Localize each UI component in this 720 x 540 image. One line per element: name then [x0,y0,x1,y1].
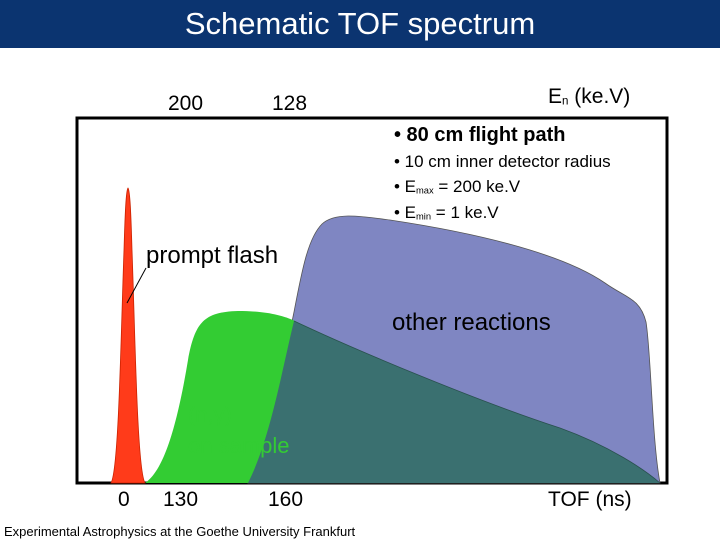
slide-title: Schematic TOF spectrum [184,6,536,41]
prompt-flash-pointer [126,267,147,304]
prompt-flash-label: prompt flash [146,242,279,269]
capture-overlap-outline [293,320,661,484]
bottom-axis-tick-0: 0 [118,488,130,511]
capture-label-line1: (n,γ) [188,402,232,427]
prompt-flash-peak [110,187,146,484]
capture-label-line2: on sample [188,433,290,458]
top-axis-tick-128: 128 [272,92,308,115]
bottom-axis-tick-160: 160 [268,488,304,511]
info-detector-radius: • 10 cm inner detector radius [394,152,611,171]
top-axis-label: En (ke.V) [548,85,631,108]
overlap-area [248,321,660,483]
info-emax: • Emax = 200 ke.V [394,177,521,196]
title-bar: Schematic TOF spectrum [0,0,720,48]
top-axis-tick-200: 200 [168,92,204,115]
info-emin: • Emin = 1 ke.V [394,203,499,222]
bottom-axis-label: TOF (ns) [548,488,632,511]
footer-affiliation: Experimental Astrophysics at the Goethe … [4,524,356,539]
bottom-axis-tick-130: 130 [163,488,199,511]
other-reactions-label: other reactions [392,309,551,336]
info-flight-path: • 80 cm flight path [394,124,566,146]
